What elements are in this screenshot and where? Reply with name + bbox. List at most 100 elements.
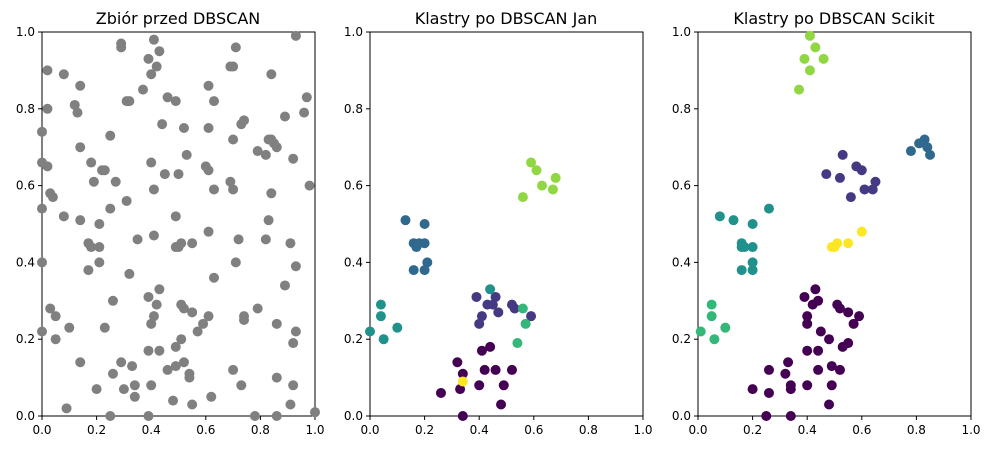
data-point [208,96,219,107]
cluster-5-point [804,30,815,41]
data-point [198,318,209,329]
cluster-3-point [747,257,758,268]
data-point [170,211,181,222]
data-point [154,46,165,57]
data-point [279,111,290,122]
data-point [124,268,135,279]
cluster-0-point [834,364,845,375]
cluster-0-point [763,387,774,398]
data-point [42,161,53,172]
cluster-1-point [474,318,485,329]
data-point [107,368,118,379]
data-point [118,384,129,395]
x-tick-label: 0.8 [579,423,598,437]
y-tick-label: 0.0 [672,409,691,423]
cluster-0-point [813,295,824,306]
cluster-6-point [832,238,843,249]
cluster-5-point [536,180,547,191]
cluster-0-point [802,318,813,329]
cluster-1-point [859,184,870,195]
cluster-0-point [476,345,487,356]
data-point [105,130,116,141]
cluster-1-point [867,184,878,195]
data-point [94,219,105,229]
data-point [37,257,47,268]
cluster-4-point [720,322,731,333]
data-point [116,42,127,53]
data-point [129,391,140,402]
data-point [88,176,99,187]
cluster-2-point [905,146,916,157]
data-point [58,69,69,80]
data-point [45,188,56,199]
data-point [127,361,138,372]
data-point [148,184,159,195]
cluster-5-point [550,172,561,183]
cluster-0-point [826,380,837,391]
cluster-1-point [490,291,501,302]
data-point [170,96,181,107]
cluster-0-point [824,334,835,345]
cluster-3-point [392,322,403,333]
cluster-0-point [763,364,774,375]
x-tick-label: 1.0 [305,423,324,437]
panel-title-klastry-scikit: Klastry po DBSCAN Scikit [733,9,934,28]
data-point [146,380,157,391]
y-tick-label: 0.2 [344,332,363,346]
scatter-points [37,30,320,421]
cluster-1-point [821,169,832,180]
cluster-0-point [498,380,509,391]
cluster-0-point [747,384,758,395]
data-point [61,403,72,414]
cluster-5-point [526,157,537,168]
data-point [132,234,143,245]
cluster-4-point [706,311,717,322]
data-point [124,96,135,107]
data-point [271,142,282,153]
data-point [64,322,75,333]
data-point [146,318,157,329]
data-point [148,311,159,322]
cluster-1-point [476,311,487,322]
data-point [260,149,271,160]
data-point [192,326,203,337]
data-point [252,146,263,157]
cluster-4-point [512,338,523,349]
cluster-1-point [526,311,537,322]
data-point [239,311,250,322]
data-point [99,322,110,333]
cluster-0-point [761,411,772,421]
data-point [146,157,157,168]
cluster-0-point [802,311,813,322]
cluster-0-point [843,307,854,318]
data-point [69,99,80,110]
cluster-2-point [919,134,930,145]
data-point [252,303,263,314]
data-point [173,169,184,180]
cluster-0-point [435,387,446,398]
data-point [170,361,181,372]
data-point [148,230,159,241]
data-point [146,69,157,80]
cluster-3-point [714,211,725,222]
x-tick-label: 0.2 [743,423,762,437]
cluster-0-point [843,338,854,349]
cluster-0-point [854,311,865,322]
data-point [228,134,239,145]
plot-frame [41,31,316,417]
cluster-1-point [856,165,867,176]
x-tick-label: 0.0 [360,423,379,437]
y-tick-label: 1.0 [672,25,691,39]
plot-frame [369,31,644,417]
data-point [271,411,282,421]
data-point [86,242,97,253]
data-point [159,169,170,180]
y-tick-label: 0.6 [16,179,35,193]
cluster-2-point [419,219,430,229]
data-point [37,126,47,137]
cluster-5-point [799,53,810,64]
y-tick-label: 0.4 [16,255,35,269]
cluster-5-point [547,184,558,195]
data-point [249,411,260,421]
cluster-3-point [747,242,758,253]
